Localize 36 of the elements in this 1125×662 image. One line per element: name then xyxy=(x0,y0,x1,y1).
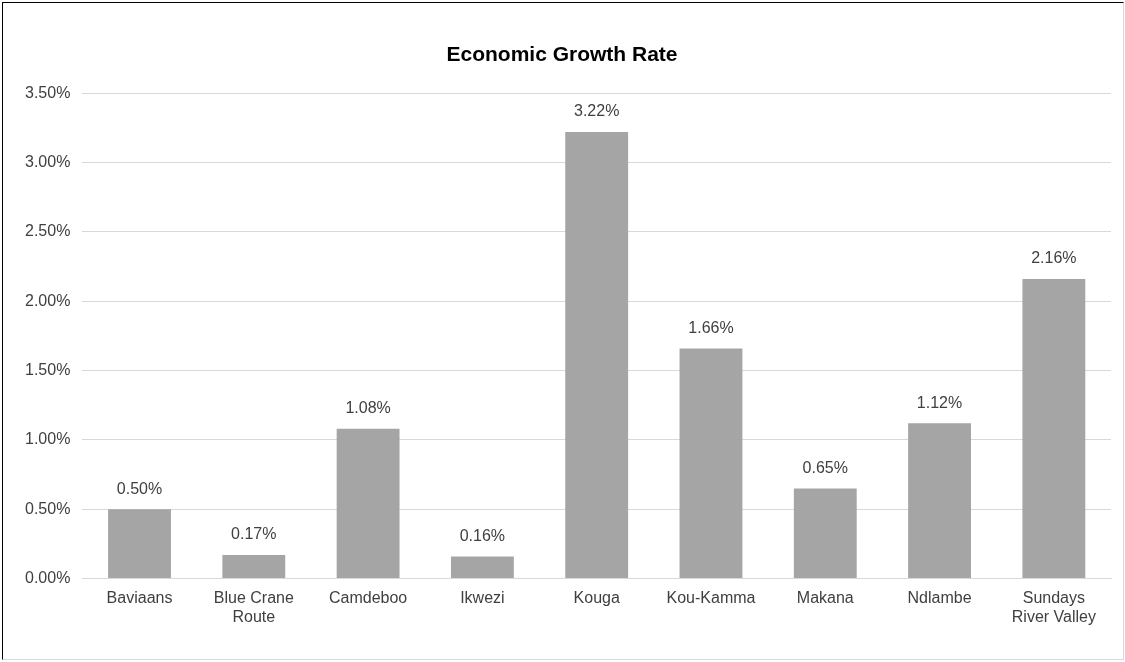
y-tick-label: 0.50% xyxy=(24,499,71,517)
chart-title: Economic Growth Rate xyxy=(446,42,678,66)
x-tick-label: Baviaans xyxy=(106,588,173,606)
y-tick-label: 1.50% xyxy=(24,360,71,378)
bar xyxy=(222,555,286,579)
y-tick-label: 1.00% xyxy=(24,430,71,448)
data-label: 0.17% xyxy=(231,525,277,543)
bar xyxy=(450,556,514,579)
data-label: 1.12% xyxy=(916,393,963,411)
x-tick-label: Ndlambe xyxy=(907,588,972,606)
data-label: 0.65% xyxy=(802,458,848,476)
y-tick-label: 3.50% xyxy=(24,83,71,101)
data-label: 3.22% xyxy=(574,102,620,120)
bar xyxy=(1022,279,1086,579)
x-tick-label: Kouga xyxy=(573,588,620,606)
x-tick-label: Sundays River Valley xyxy=(1011,588,1096,625)
y-tick-label: 3.00% xyxy=(24,152,71,170)
x-tick-label: Kou-Kamma xyxy=(666,588,756,606)
y-tick-label: 2.50% xyxy=(24,222,71,240)
data-label: 1.08% xyxy=(345,399,391,417)
bar xyxy=(336,428,400,579)
y-tick-label: 0.00% xyxy=(24,569,71,587)
bar xyxy=(565,132,629,579)
bar xyxy=(679,348,743,579)
data-label: 1.66% xyxy=(688,318,734,336)
data-label: 0.16% xyxy=(459,526,506,544)
y-tick-label: 2.00% xyxy=(24,291,71,309)
x-tick-label: Makana xyxy=(796,588,854,606)
x-tick-label: Ikwezi xyxy=(460,588,505,606)
data-label: 2.16% xyxy=(1031,249,1077,267)
bar xyxy=(793,488,857,579)
x-tick-label: Camdeboo xyxy=(328,588,408,606)
bar xyxy=(908,423,971,579)
x-tick-label: Blue Crane Route xyxy=(213,588,294,625)
data-label: 0.50% xyxy=(116,479,163,497)
bar xyxy=(108,509,171,579)
